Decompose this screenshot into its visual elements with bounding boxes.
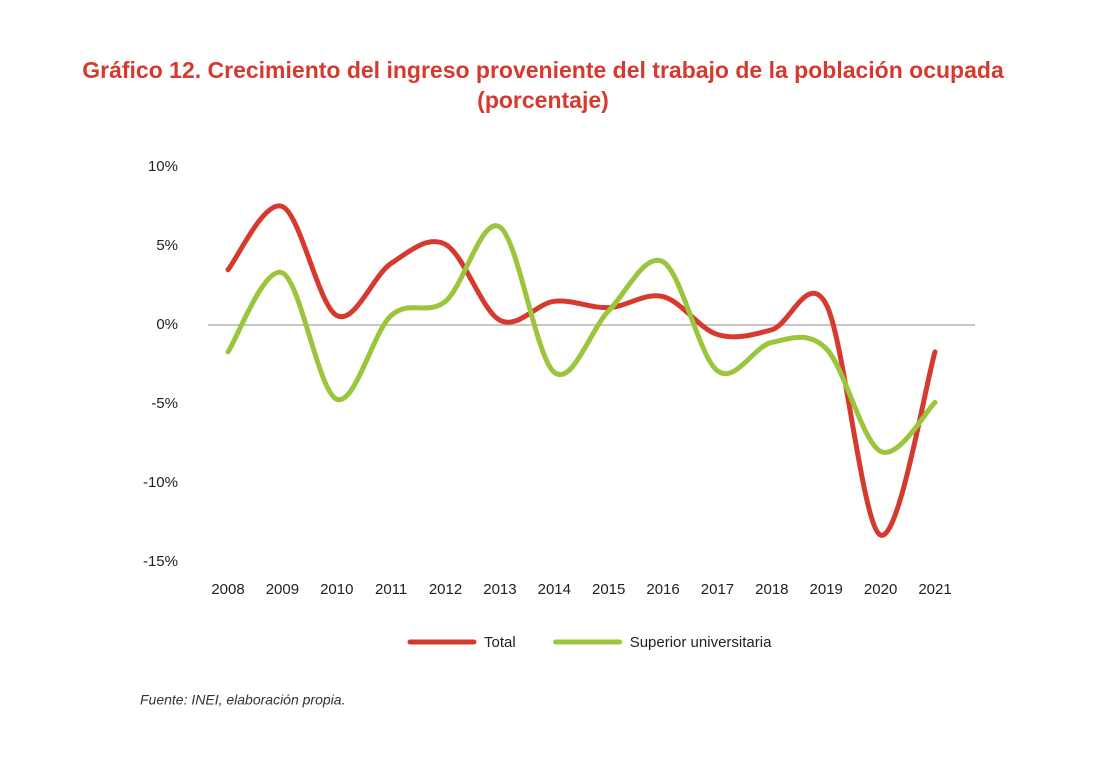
- x-tick-label: 2014: [538, 581, 571, 598]
- y-tick-label: -5%: [151, 395, 178, 412]
- x-tick-label: 2011: [375, 581, 407, 598]
- x-tick-label: 2019: [810, 581, 843, 598]
- x-tick-label: 2017: [701, 581, 734, 598]
- y-tick-label: 10%: [148, 158, 178, 175]
- chart-subtitle: (porcentaje): [477, 87, 609, 113]
- y-tick-label: -10%: [143, 474, 178, 491]
- y-tick-label: 0%: [156, 316, 178, 333]
- x-tick-label: 2012: [429, 581, 462, 598]
- legend-label: Superior universitaria: [630, 634, 772, 651]
- x-tick-label: 2008: [211, 581, 244, 598]
- x-tick-label: 2009: [266, 581, 299, 598]
- x-tick-label: 2020: [864, 581, 897, 598]
- legend-label: Total: [484, 634, 516, 651]
- line-series: [225, 203, 938, 538]
- x-tick-label: 2018: [755, 581, 788, 598]
- y-tick-label: 5%: [156, 237, 178, 254]
- line-series: [225, 223, 938, 455]
- x-tick-label: 2015: [592, 581, 625, 598]
- x-tick-label: 2010: [320, 581, 353, 598]
- source-note: Fuente: INEI, elaboración propia.: [140, 692, 345, 708]
- chart-title: Gráfico 12. Crecimiento del ingreso prov…: [82, 57, 1004, 83]
- x-tick-label: 2013: [483, 581, 516, 598]
- y-tick-label: -15%: [143, 553, 178, 570]
- x-tick-label: 2021: [918, 581, 951, 598]
- x-tick-label: 2016: [646, 581, 679, 598]
